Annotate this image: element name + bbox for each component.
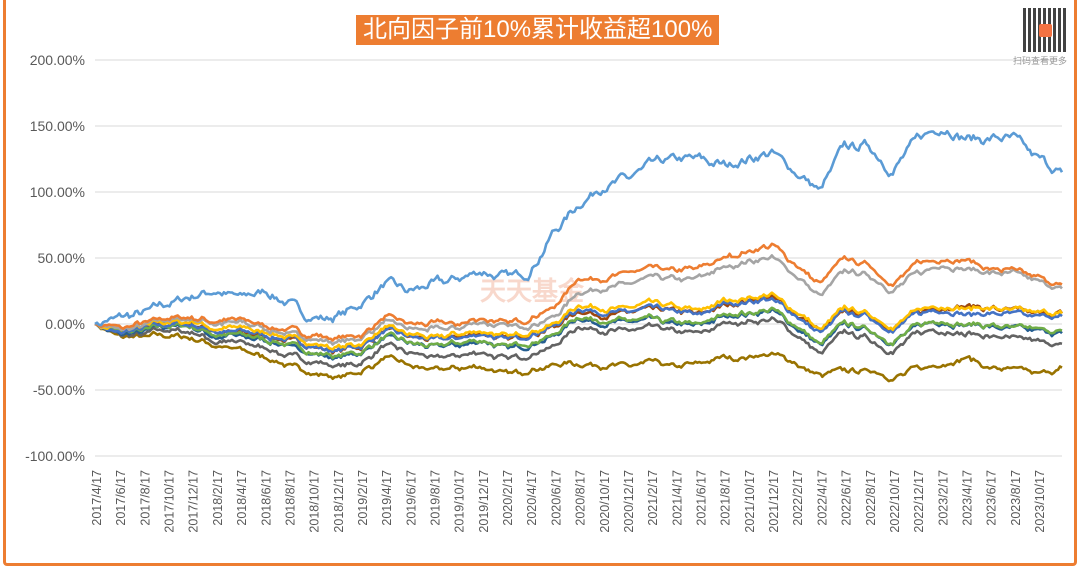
x-tick-label: 2019/6/17 bbox=[404, 470, 418, 526]
y-tick-label: -100.00% bbox=[25, 448, 85, 464]
x-tick-label: 2022/6/17 bbox=[840, 470, 854, 526]
x-tick-label: 2019/10/17 bbox=[453, 470, 467, 533]
series-line-group2 bbox=[94, 242, 1063, 342]
y-tick-label: 100.00% bbox=[30, 184, 85, 200]
x-tick-label: 2017/8/17 bbox=[138, 470, 152, 526]
series-line-group5 bbox=[94, 296, 1063, 354]
x-tick-label: 2022/8/17 bbox=[864, 470, 878, 526]
x-tick-label: 2022/12/17 bbox=[912, 470, 926, 533]
x-tick-label: 2017/10/17 bbox=[163, 470, 177, 533]
x-tick-label: 2019/8/17 bbox=[429, 470, 443, 526]
y-tick-label: 0.00% bbox=[45, 316, 85, 332]
x-tick-label: 2019/12/17 bbox=[477, 470, 491, 533]
x-tick-label: 2020/8/17 bbox=[574, 470, 588, 526]
y-tick-label: 50.00% bbox=[38, 250, 85, 266]
x-tick-label: 2023/6/17 bbox=[985, 470, 999, 526]
x-tick-label: 2021/2/17 bbox=[646, 470, 660, 526]
x-tick-label: 2018/4/17 bbox=[235, 470, 249, 526]
qr-code-icon[interactable] bbox=[1023, 8, 1067, 52]
y-tick-label: -50.00% bbox=[33, 382, 85, 398]
x-tick-label: 2021/4/17 bbox=[670, 470, 684, 526]
y-tick-label: 150.00% bbox=[30, 118, 85, 134]
series-line-group6 bbox=[94, 306, 1063, 360]
chart-frame bbox=[3, 0, 1077, 566]
x-tick-label: 2022/4/17 bbox=[815, 470, 829, 526]
x-tick-label: 2019/4/17 bbox=[380, 470, 394, 526]
x-tick-label: 2020/4/17 bbox=[525, 470, 539, 526]
gridlines bbox=[95, 59, 1062, 457]
series-line-group1 bbox=[94, 129, 1064, 327]
x-tick-label: 2020/10/17 bbox=[598, 470, 612, 533]
x-tick-label: 2019/2/17 bbox=[356, 470, 370, 526]
x-tick-label: 2021/8/17 bbox=[719, 470, 733, 526]
series-lines bbox=[94, 129, 1064, 383]
x-tick-label: 2018/2/17 bbox=[211, 470, 225, 526]
x-axis-labels: 2017/4/17 2017/6/17 2017/8/17 2017/10/17 201… bbox=[90, 470, 1047, 533]
x-tick-label: 2022/10/17 bbox=[888, 470, 902, 533]
y-axis-labels: -100.00% -50.00% 0.00% 50.00% 100.00% 150.00%… bbox=[25, 52, 85, 464]
x-tick-label: 2017/12/17 bbox=[187, 470, 201, 533]
series-line-group9 bbox=[94, 316, 1063, 369]
x-tick-label: 2018/8/17 bbox=[283, 470, 297, 526]
x-tick-label: 2018/10/17 bbox=[308, 470, 322, 533]
x-tick-label: 2023/8/17 bbox=[1009, 470, 1023, 526]
x-tick-label: 2023/2/17 bbox=[936, 470, 950, 526]
chart-title: 北向因子前10%累计收益超100% bbox=[356, 15, 720, 45]
x-tick-label: 2017/4/17 bbox=[90, 470, 104, 526]
y-tick-label: 200.00% bbox=[30, 52, 85, 68]
x-tick-label: 2018/6/17 bbox=[259, 470, 273, 526]
qr-caption: 扫码查看更多 bbox=[1013, 56, 1068, 66]
series-line-group4 bbox=[94, 291, 1063, 351]
x-tick-label: 2022/2/17 bbox=[791, 470, 805, 526]
x-tick-label: 2017/6/17 bbox=[114, 470, 128, 526]
series-line-group10 bbox=[94, 322, 1063, 383]
x-tick-label: 2020/12/17 bbox=[622, 470, 636, 533]
x-tick-label: 2018/12/17 bbox=[332, 470, 346, 533]
x-tick-label: 2020/6/17 bbox=[549, 470, 563, 526]
x-tick-label: 2023/10/17 bbox=[1033, 470, 1047, 533]
x-tick-label: 2021/6/17 bbox=[695, 470, 709, 526]
x-tick-label: 2023/4/17 bbox=[960, 470, 974, 526]
x-tick-label: 2021/10/17 bbox=[743, 470, 757, 533]
app-logo-icon bbox=[1039, 24, 1052, 37]
x-tick-label: 2021/12/17 bbox=[767, 470, 781, 533]
x-tick-label: 2020/2/17 bbox=[501, 470, 515, 526]
